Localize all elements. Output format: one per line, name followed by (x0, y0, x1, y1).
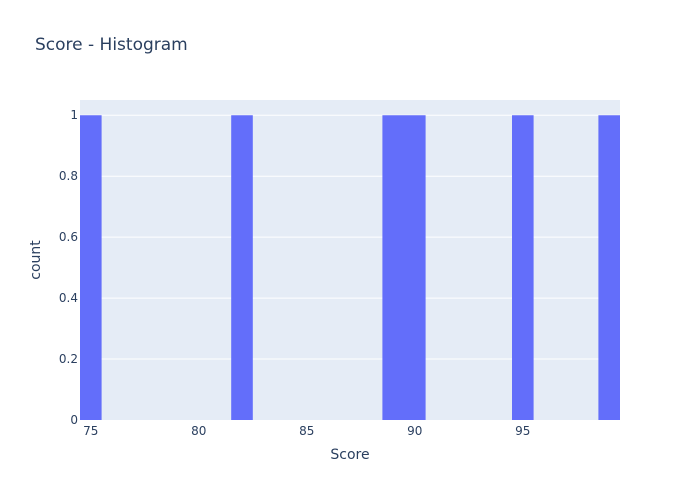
chart-title: Score - Histogram (35, 35, 188, 55)
histogram-bar-2 (382, 115, 404, 420)
histogram-bar-1 (231, 115, 253, 420)
y-tick-label-3: 0.6 (59, 230, 78, 244)
x-tick-label-0: 75 (83, 424, 98, 438)
y-tick-label-1: 0.2 (59, 352, 78, 366)
y-axis-title: count (28, 240, 44, 280)
y-axis-ticks: 0 0.2 0.4 0.6 0.8 1 (59, 108, 78, 427)
plot-area (80, 100, 620, 420)
histogram-bars (80, 115, 620, 420)
x-axis-ticks: 75 80 85 90 95 (83, 424, 530, 438)
y-tick-label-0: 0 (70, 413, 78, 427)
y-tick-label-4: 0.8 (59, 169, 78, 183)
x-axis-title: Score (330, 447, 369, 463)
histogram-bar-4 (512, 115, 534, 420)
y-tick-label-5: 1 (70, 108, 78, 122)
histogram-bar-0 (80, 115, 102, 420)
x-tick-label-1: 80 (191, 424, 206, 438)
histogram-bar-5 (598, 115, 620, 420)
x-tick-label-3: 90 (407, 424, 422, 438)
y-tick-label-2: 0.4 (59, 291, 78, 305)
x-tick-label-2: 85 (299, 424, 314, 438)
x-tick-label-4: 95 (515, 424, 530, 438)
histogram-bar-3 (404, 115, 426, 420)
